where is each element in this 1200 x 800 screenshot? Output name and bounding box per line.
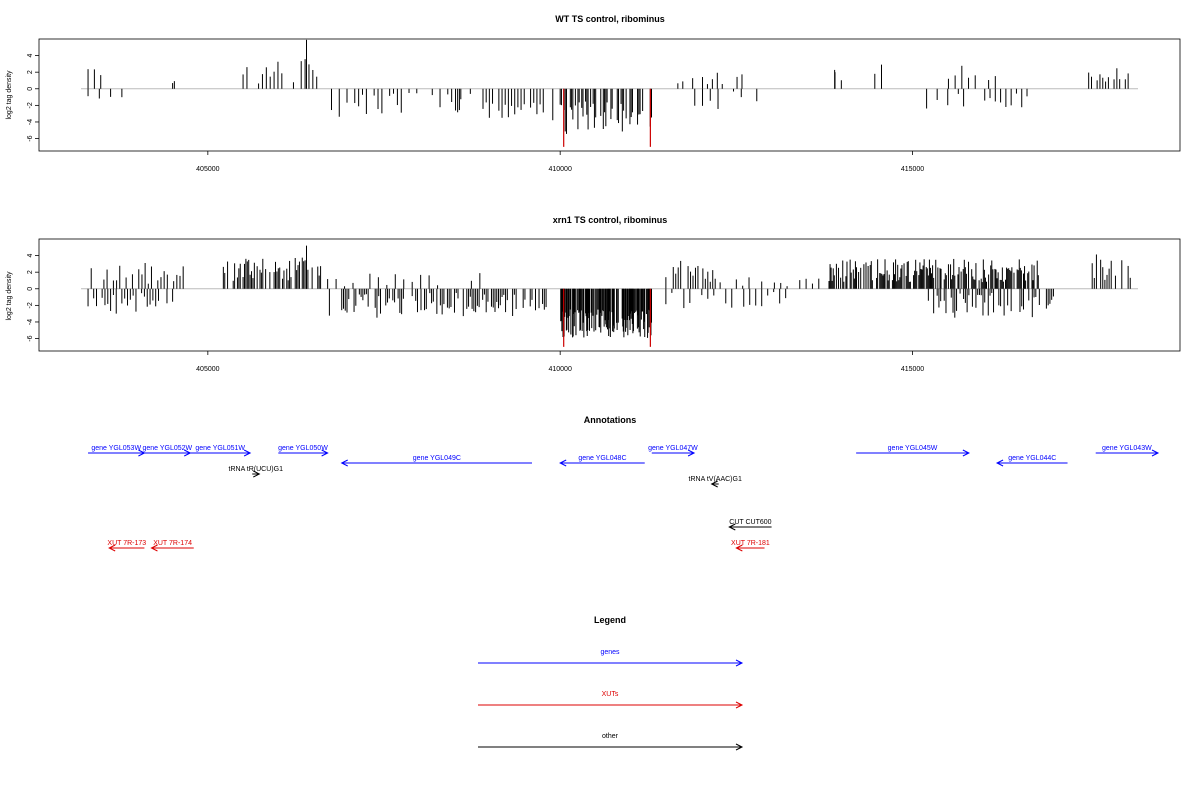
xrn1-plot-frame xyxy=(38,238,1181,352)
y-tick-label: -2 xyxy=(27,302,34,308)
y-tick-label: 2 xyxy=(27,70,34,74)
legend-arrow-head xyxy=(735,659,744,667)
annotation-feature: gene YGL049C xyxy=(340,455,532,467)
y-tick-label: -4 xyxy=(27,319,34,325)
annotation-feature: gene YGL051W xyxy=(190,445,252,457)
annotation-feature: CUT CUT600 xyxy=(728,519,772,531)
annotation-feature: gene YGL043W xyxy=(1095,445,1160,457)
annotation-label: gene YGL044C xyxy=(1008,455,1056,462)
legend-arrow-head xyxy=(735,743,744,751)
annotation-arrow-head xyxy=(253,470,261,478)
annotation-feature: XUT 7R-174 xyxy=(150,540,194,552)
x-tick-label: 410000 xyxy=(548,166,571,173)
annotation-arrow-head xyxy=(687,449,696,457)
annotation-label: gene YGL045W xyxy=(888,445,938,452)
x-tick-label: 405000 xyxy=(196,366,219,373)
annotation-feature: gene YGL053W xyxy=(88,445,146,457)
annotation-label: gene YGL050W xyxy=(278,445,328,452)
annotation-label: XUT 7R-173 xyxy=(107,540,146,547)
annotation-arrow-head xyxy=(340,459,348,467)
annotation-arrow-head xyxy=(150,544,158,552)
wt-bars-group xyxy=(81,39,1138,147)
xrn1-track-title: xrn1 TS control, ribominus xyxy=(553,215,668,225)
annotation-feature: gene YGL048C xyxy=(559,455,645,467)
annotation-arrow-head xyxy=(321,449,329,457)
wt-ylabel: log2 tag density xyxy=(6,70,13,120)
xrn1-bars-group xyxy=(81,245,1138,347)
y-tick-label: -2 xyxy=(27,102,34,108)
annotation-label: CUT CUT600 xyxy=(729,519,771,526)
annotation-arrow-head xyxy=(962,449,970,457)
y-tick-label: -4 xyxy=(27,119,34,125)
annotation-feature: gene YGL052W xyxy=(142,445,193,457)
annotation-arrow-head xyxy=(108,544,116,552)
annotation-arrow-head xyxy=(710,480,718,488)
annotation-arrow-head xyxy=(243,449,252,457)
xrn1-ylabel: log2 tag density xyxy=(6,271,13,321)
x-tick-label: 415000 xyxy=(901,166,924,173)
y-tick-label: -6 xyxy=(27,135,34,141)
xrn1-axes-group: 4 2 0 -2 -4 -6 405000 410000 415000 xyxy=(27,254,924,373)
annotation-label: XUT 7R-181 xyxy=(731,540,770,547)
annotation-feature: tRNA tV(AAC)G1 xyxy=(689,476,742,488)
annotation-arrow-head xyxy=(728,523,736,531)
annotation-feature: gene YGL045W xyxy=(856,445,970,457)
legend-label: XUTs xyxy=(602,691,619,698)
x-tick-label: 405000 xyxy=(196,166,219,173)
annotation-feature: tRNA tR(UCU)G1 xyxy=(229,466,284,478)
x-tick-label: 410000 xyxy=(548,366,571,373)
annotation-feature: gene YGL047W xyxy=(648,445,698,457)
annotation-feature: XUT 7R-181 xyxy=(731,540,770,552)
y-tick-label: 0 xyxy=(27,87,34,91)
annotation-label: gene YGL043W xyxy=(1102,445,1152,452)
annotation-feature: gene YGL050W xyxy=(278,445,329,457)
annotation-label: tRNA tR(UCU)G1 xyxy=(229,466,284,473)
y-tick-label: 4 xyxy=(27,254,34,258)
annotation-feature: gene YGL044C xyxy=(995,455,1068,467)
annotation-label: gene YGL051W xyxy=(195,445,245,452)
annotation-arrow-head xyxy=(735,544,743,552)
y-tick-label: 0 xyxy=(27,287,34,291)
annotation-arrow-head xyxy=(1151,449,1160,457)
annotation-label: gene YGL048C xyxy=(578,455,626,462)
wt-plot-frame xyxy=(38,38,1181,152)
y-tick-label: 4 xyxy=(27,54,34,58)
annotations-title: Annotations xyxy=(584,415,637,425)
x-tick-label: 415000 xyxy=(901,366,924,373)
legend-label: other xyxy=(602,733,619,740)
legend-title: Legend xyxy=(594,615,626,625)
wt-axes-group: 4 2 0 -2 -4 -6 405000 410000 415000 xyxy=(27,54,924,173)
annotation-arrow-head xyxy=(995,459,1004,467)
y-tick-label: -6 xyxy=(27,335,34,341)
xrn1-track-panel: xrn1 TS control, ribominus log2 tag dens… xyxy=(6,215,1181,373)
annotation-arrow-head xyxy=(183,449,192,457)
annotation-label: gene YGL047W xyxy=(648,445,698,452)
annotation-label: gene YGL053W xyxy=(91,445,141,452)
annotation-label: gene YGL049C xyxy=(413,455,461,462)
annotation-feature: XUT 7R-173 xyxy=(107,540,146,552)
wt-track-panel: WT TS control, ribominus log2 tag densit… xyxy=(6,14,1181,173)
annotations-group: gene YGL053W gene YGL052W gene YGL051W gene… xyxy=(88,445,1160,552)
legend-entry: genes xyxy=(478,649,744,667)
legend-group: genes XUTs other xyxy=(478,649,744,751)
annotation-arrow-head xyxy=(559,459,567,467)
annotation-label: tRNA tV(AAC)G1 xyxy=(689,476,742,483)
annotation-label: gene YGL052W xyxy=(142,445,192,452)
legend-entry: XUTs xyxy=(478,691,744,709)
legend-entry: other xyxy=(478,733,744,751)
annotation-label: XUT 7R-174 xyxy=(153,540,192,547)
legend-arrow-head xyxy=(735,701,744,709)
y-tick-label: 2 xyxy=(27,270,34,274)
wt-track-title: WT TS control, ribominus xyxy=(555,14,665,24)
legend-label: genes xyxy=(600,649,620,656)
